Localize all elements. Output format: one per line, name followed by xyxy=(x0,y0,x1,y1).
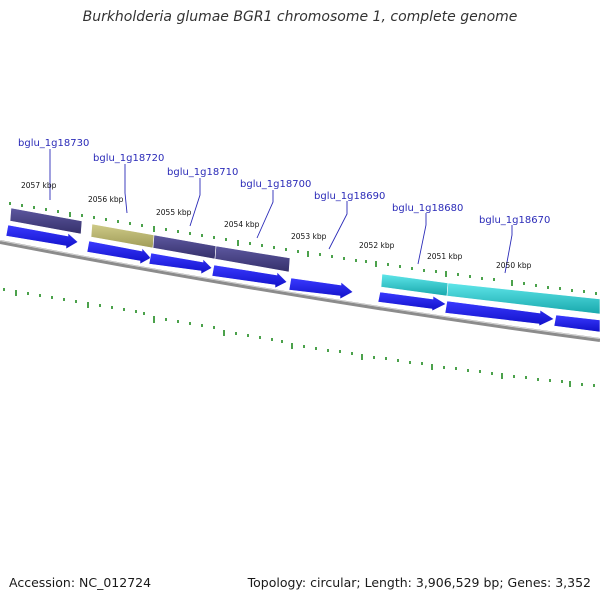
backbone-line xyxy=(0,240,600,342)
gene-arrow-bglu_1g18670a[interactable] xyxy=(444,300,555,327)
kbp-label: 2056 kbp xyxy=(88,195,124,204)
gene-arrow-bglu_1g18720[interactable] xyxy=(86,240,152,265)
gene-label[interactable]: bglu_1g18710 xyxy=(167,167,238,178)
leader-lines xyxy=(49,149,513,274)
kbp-label: 2054 kbp xyxy=(224,220,260,229)
feature-bglu_1g18730[interactable] xyxy=(9,207,83,235)
accession-text: Accession: NC_012724 xyxy=(9,575,152,590)
kbp-label: 2053 kbp xyxy=(291,232,327,241)
genome-stats-text: Topology: circular; Length: 3,906,529 bp… xyxy=(247,575,591,590)
gene-arrow-bglu_1g18700[interactable] xyxy=(211,264,288,289)
gene-label[interactable]: bglu_1g18730 xyxy=(18,138,89,149)
gene-arrow-bglu_1g18710[interactable] xyxy=(148,252,213,275)
gene-label[interactable]: bglu_1g18690 xyxy=(314,191,385,202)
feature-track xyxy=(9,207,600,315)
kbp-labels: 2057 kbp 2056 kbp 2055 kbp 2054 kbp 2053… xyxy=(21,181,532,270)
arrow-track xyxy=(5,224,600,333)
lower-tick-track xyxy=(3,288,595,387)
upper-tick-track xyxy=(9,202,597,295)
gene-label[interactable]: bglu_1g18680 xyxy=(392,203,463,214)
gene-arrow-bglu_1g18730[interactable] xyxy=(5,224,79,250)
gene-arrow-bglu_1g18690[interactable] xyxy=(288,277,354,300)
map-title: Burkholderia glumae BGR1 chromosome 1, c… xyxy=(82,9,518,25)
kbp-label: 2050 kbp xyxy=(496,261,532,270)
feature-bglu_1g18700[interactable] xyxy=(214,245,291,273)
feature-bglu_1g18680[interactable] xyxy=(380,273,449,297)
gene-arrow-bglu_1g18680[interactable] xyxy=(377,291,447,312)
kbp-label: 2057 kbp xyxy=(21,181,57,190)
gene-arrow-bglu_1g18670b[interactable] xyxy=(553,314,600,333)
gene-labels: bglu_1g18730 bglu_1g18720 bglu_1g18710 b… xyxy=(18,138,550,226)
gene-label[interactable]: bglu_1g18700 xyxy=(240,179,311,190)
kbp-label: 2051 kbp xyxy=(427,252,463,261)
kbp-label: 2052 kbp xyxy=(359,241,395,250)
kbp-label: 2055 kbp xyxy=(156,208,192,217)
feature-bglu_1g18670[interactable] xyxy=(446,282,600,315)
backbone-highlight xyxy=(0,240,600,339)
gene-label[interactable]: bglu_1g18670 xyxy=(479,215,550,226)
gene-label[interactable]: bglu_1g18720 xyxy=(93,153,164,164)
